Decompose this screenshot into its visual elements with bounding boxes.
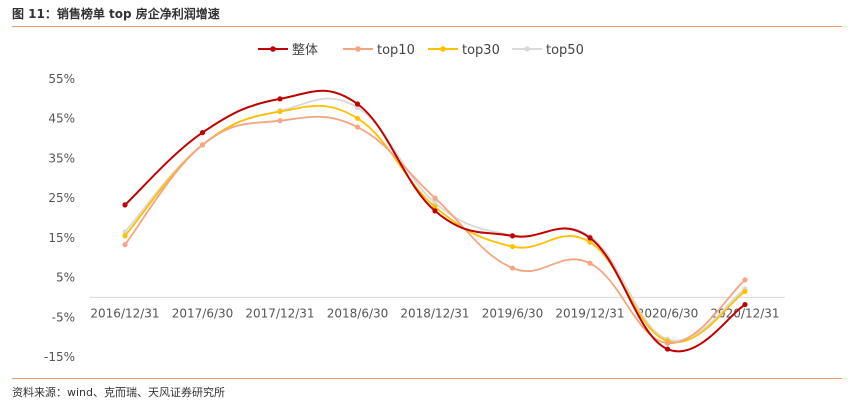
y-tick-label: 45% <box>48 112 75 126</box>
data-point <box>587 235 593 241</box>
legend-label: top10 <box>377 43 415 58</box>
legend-marker <box>355 46 361 52</box>
legend-label: 整体 <box>292 43 318 58</box>
x-tick-label: 2020/6/30 <box>637 306 699 320</box>
legend-marker <box>524 46 530 52</box>
data-point <box>122 233 128 239</box>
x-tick-label: 2018/6/30 <box>327 306 389 320</box>
y-tick-label: -5% <box>52 310 75 324</box>
title-divider <box>12 26 842 27</box>
figure-title: 图 11：销售榜单 top 房企净利润增速 <box>12 7 220 21</box>
data-point <box>199 130 206 136</box>
data-point <box>432 200 438 206</box>
y-tick-label: -15% <box>44 350 75 364</box>
data-point <box>277 118 283 124</box>
y-tick-label: 5% <box>56 271 75 285</box>
y-tick-label: 25% <box>48 191 75 205</box>
data-point <box>742 288 748 295</box>
chart-legend: 整体 top10 top30 top50 <box>258 43 584 58</box>
legend-item: top30 <box>428 43 500 58</box>
x-tick-label: 2019/6/30 <box>482 306 544 320</box>
series-top10 <box>122 115 748 346</box>
data-point <box>509 265 516 271</box>
legend-marker <box>270 46 276 52</box>
legend-label: top30 <box>462 43 500 58</box>
data-point <box>277 108 283 115</box>
x-tick-label: 2017/12/31 <box>245 306 314 320</box>
y-tick-label: 15% <box>48 231 75 245</box>
data-point <box>587 260 593 266</box>
x-tick-label: 2020/12/31 <box>710 306 779 320</box>
data-point <box>354 101 361 107</box>
legend-marker <box>440 46 446 52</box>
data-point <box>354 124 361 130</box>
y-axis: 55% 45% 35% 25% 15% 5% -5% -15% <box>44 72 75 364</box>
data-point <box>354 104 361 111</box>
x-axis: 2016/12/31 2017/6/30 2017/12/31 2018/6/30 20… <box>90 306 779 320</box>
y-tick-label: 35% <box>48 151 75 165</box>
data-point <box>742 277 748 283</box>
data-point <box>122 202 128 208</box>
data-point <box>509 233 516 239</box>
data-point <box>664 346 671 352</box>
series-group <box>122 89 748 353</box>
legend-item: top50 <box>512 43 584 58</box>
data-point <box>742 301 748 308</box>
y-tick-label: 55% <box>48 72 75 86</box>
x-tick-label: 2016/12/31 <box>90 306 159 320</box>
data-point <box>432 195 438 201</box>
x-tick-label: 2017/6/30 <box>172 306 234 320</box>
legend-label: top50 <box>546 43 584 58</box>
data-point <box>199 142 206 148</box>
x-tick-label: 2019/12/31 <box>555 306 624 320</box>
legend-item: top10 <box>343 43 415 58</box>
data-point <box>432 204 438 210</box>
data-point <box>664 340 671 346</box>
source-divider <box>12 378 842 379</box>
data-point <box>277 96 283 102</box>
x-tick-label: 2018/12/31 <box>400 306 469 320</box>
legend-item: 整体 <box>258 43 318 58</box>
series-整体 <box>122 89 748 353</box>
data-point <box>354 115 361 121</box>
data-point <box>122 242 128 248</box>
source-note: 资料来源：wind、克而瑞、天风证券研究所 <box>12 386 226 399</box>
data-point <box>432 208 438 214</box>
data-point <box>587 239 593 245</box>
data-point <box>509 243 516 250</box>
